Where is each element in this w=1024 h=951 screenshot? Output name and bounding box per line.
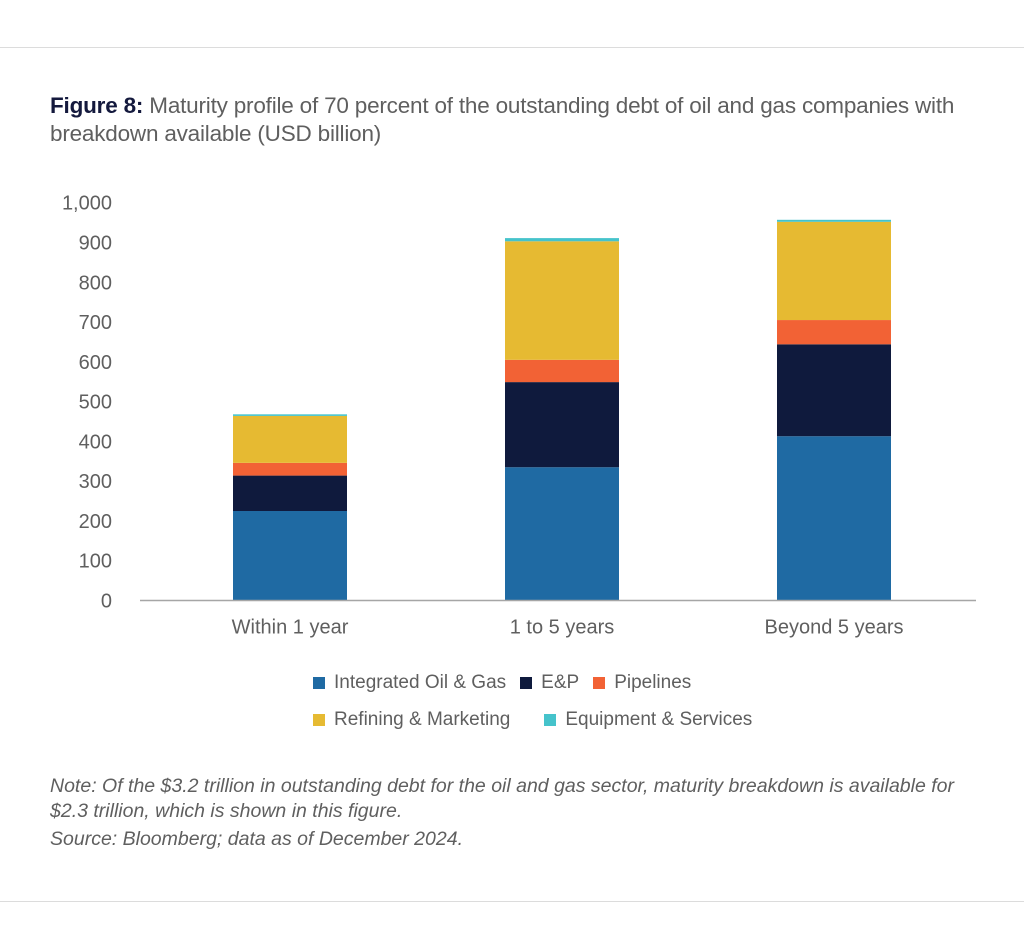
legend-item: Refining & Marketing — [313, 709, 510, 731]
bar-segment — [777, 344, 891, 437]
bar-segment — [505, 238, 619, 242]
bar-segment — [777, 219, 891, 222]
legend-label: Refining & Marketing — [334, 709, 511, 730]
bars — [233, 219, 891, 601]
bar-segment — [233, 475, 347, 511]
legend-item: Integrated Oil & Gas — [313, 672, 506, 694]
bar-stack — [777, 219, 891, 601]
bar-segment — [233, 415, 347, 463]
bar-segment — [505, 467, 619, 601]
figure-label: Figure 8: — [50, 93, 144, 118]
y-tick-label: 600 — [79, 352, 112, 374]
figure-notes: Note: Of the $3.2 trillion in outstandin… — [50, 774, 990, 852]
y-tick-label: 400 — [79, 431, 112, 453]
bar-stack — [233, 414, 347, 601]
bar-segment — [505, 241, 619, 360]
y-tick-label: 900 — [79, 232, 112, 254]
y-tick-label: 100 — [79, 551, 112, 573]
y-tick-label: 700 — [79, 312, 112, 334]
legend-swatch — [313, 677, 325, 689]
legend-swatch — [593, 677, 606, 689]
bar-segment — [777, 320, 891, 345]
y-tick-label: 500 — [79, 392, 112, 414]
y-axis: 0 100 200 300 400 500 600 700 800 900 1,000 — [62, 193, 112, 613]
legend-label: Equipment & Services — [565, 709, 753, 730]
legend-item: Pipelines — [593, 672, 691, 694]
legend-row: Refining & Marketing Equipment & Services — [313, 709, 766, 731]
legend-row: Integrated Oil & Gas E&P Pipelines — [313, 672, 705, 694]
y-tick-label: 0 — [101, 591, 112, 613]
figure-title: Figure 8: Maturity profile of 70 percent… — [50, 92, 990, 148]
bar-segment — [777, 436, 891, 601]
bar-stack — [505, 238, 619, 601]
x-axis-labels: Within 1 year 1 to 5 years Beyond 5 years — [232, 617, 904, 639]
bar-segment — [233, 414, 347, 416]
y-tick-label: 200 — [79, 511, 112, 533]
x-tick-label: Within 1 year — [232, 617, 349, 639]
x-tick-label: 1 to 5 years — [510, 617, 615, 639]
legend-label: Pipelines — [614, 672, 692, 693]
legend-swatch — [520, 677, 533, 689]
legend-swatch — [544, 714, 557, 726]
source-text: Source: Bloomberg; data as of December 2… — [50, 828, 463, 850]
figure-title-text: Maturity profile of 70 percent of the ou… — [50, 93, 955, 146]
bottom-divider — [0, 901, 1024, 902]
note-text: Note: Of the $3.2 trillion in outstandin… — [50, 775, 955, 822]
bar-segment — [505, 382, 619, 468]
legend-swatch — [313, 714, 325, 726]
top-divider — [0, 47, 1024, 48]
stacked-bar-chart: 0 100 200 300 400 500 600 700 800 900 1,000 Within… — [62, 193, 976, 639]
legend-label: E&P — [541, 672, 580, 693]
bar-segment — [233, 462, 347, 476]
y-tick-label: 300 — [79, 471, 112, 493]
bar-segment — [233, 510, 347, 601]
legend-label: Integrated Oil & Gas — [334, 672, 507, 693]
y-tick-label: 800 — [79, 272, 112, 294]
bar-segment — [505, 359, 619, 383]
legend-item: Equipment & Services — [544, 709, 752, 731]
legend-item: E&P — [520, 672, 579, 694]
x-tick-label: Beyond 5 years — [765, 617, 904, 639]
bar-segment — [777, 221, 891, 321]
y-tick-label: 1,000 — [62, 193, 112, 215]
